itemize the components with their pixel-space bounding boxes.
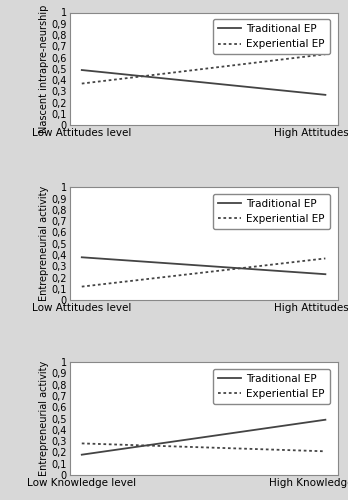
Y-axis label: Entrepreneurial activity: Entrepreneurial activity bbox=[39, 186, 48, 302]
Legend: Traditional EP, Experiential EP: Traditional EP, Experiential EP bbox=[213, 368, 330, 404]
Legend: Traditional EP, Experiential EP: Traditional EP, Experiential EP bbox=[213, 19, 330, 55]
Legend: Traditional EP, Experiential EP: Traditional EP, Experiential EP bbox=[213, 194, 330, 230]
Y-axis label: Entrepreneurial activity: Entrepreneurial activity bbox=[39, 361, 48, 476]
Y-axis label: Nascent intrapre­neurship: Nascent intrapre­neurship bbox=[39, 4, 48, 133]
